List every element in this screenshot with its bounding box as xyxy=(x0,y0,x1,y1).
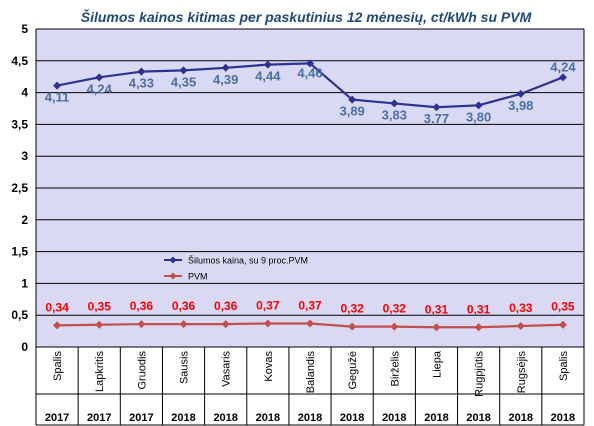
data-point xyxy=(53,321,62,330)
data-label: 0,37 xyxy=(298,298,322,312)
data-point xyxy=(306,59,314,68)
x-tick-label: Spalis xyxy=(558,351,570,381)
data-point xyxy=(53,81,62,90)
data-label: 0,35 xyxy=(551,300,575,314)
y-tick-label: 3,5 xyxy=(11,117,28,131)
y-tick-label: 1 xyxy=(21,276,28,290)
data-label: 0,36 xyxy=(172,299,196,313)
data-label: 3,80 xyxy=(466,109,491,124)
year-label: 2018 xyxy=(382,412,406,424)
data-point xyxy=(263,60,272,69)
data-point xyxy=(95,320,104,329)
x-tick-label: Lapkritis xyxy=(94,351,106,392)
year-label: 2017 xyxy=(45,412,69,424)
plot-area: 0 0,5 1 1,5 2 2,5 3 3,5 4 4,5 5 Spalis 2017 Lapkritis… xyxy=(11,22,585,426)
x-tick-label: Balandis xyxy=(305,351,317,394)
year-label: 2017 xyxy=(87,412,111,424)
data-label: 3,83 xyxy=(382,107,407,122)
legend-label: Šilumos kaina, su 9 proc.PVM xyxy=(188,256,308,266)
x-tick-label: Rugsėjis xyxy=(516,351,528,394)
data-label: 4,11 xyxy=(45,90,70,105)
x-tick-label: Spalis xyxy=(52,351,64,381)
data-point xyxy=(390,322,399,331)
legend: Šilumos kaina, su 9 proc.PVM PVM xyxy=(164,256,308,282)
year-label: 2018 xyxy=(298,412,322,424)
data-label: 4,24 xyxy=(550,59,576,74)
x-tick-label: Vasaris xyxy=(221,351,233,387)
data-point xyxy=(474,101,483,110)
data-label: 0,33 xyxy=(509,301,533,315)
year-label: 2018 xyxy=(551,412,575,424)
year-label: 2018 xyxy=(509,412,533,424)
data-label: 4,46 xyxy=(297,65,322,80)
data-label: 0,32 xyxy=(383,302,407,316)
data-label: 4,24 xyxy=(87,81,113,96)
data-label: 3,77 xyxy=(424,111,449,126)
year-label: 2018 xyxy=(256,412,280,424)
data-point xyxy=(137,320,146,329)
data-point xyxy=(516,322,525,331)
data-point xyxy=(558,320,567,329)
x-tick-label: Birželis xyxy=(389,351,401,387)
data-label: 0,35 xyxy=(88,300,112,314)
data-point xyxy=(348,322,357,331)
year-label: 2018 xyxy=(213,412,237,424)
data-label: 0,34 xyxy=(45,300,69,314)
x-tick-label: Sausis xyxy=(179,351,191,385)
data-label: 0,31 xyxy=(467,302,491,316)
y-tick-label: 1,5 xyxy=(11,245,28,259)
data-label: 0,32 xyxy=(340,302,364,316)
data-point xyxy=(306,319,314,328)
y-tick-label: 2 xyxy=(21,213,28,227)
data-point xyxy=(221,320,230,329)
y-tick-label: 0 xyxy=(21,340,28,354)
year-label: 2018 xyxy=(171,412,195,424)
data-label: 0,31 xyxy=(425,302,449,316)
data-point xyxy=(474,323,483,332)
data-point xyxy=(516,89,525,98)
data-point xyxy=(179,320,188,329)
y-tick-label: 0,5 xyxy=(11,308,28,322)
data-label: 4,33 xyxy=(129,76,154,91)
year-label: 2018 xyxy=(466,412,490,424)
legend-marker xyxy=(169,272,177,280)
year-label: 2018 xyxy=(424,412,448,424)
y-tick-label: 3 xyxy=(21,149,28,163)
x-tick-label: Liepa xyxy=(431,350,443,378)
data-point xyxy=(263,319,272,328)
data-point xyxy=(390,99,399,108)
year-label: 2018 xyxy=(340,412,364,424)
legend-marker xyxy=(169,256,177,264)
data-label: 3,89 xyxy=(339,104,364,119)
chart-title: Šilumos kainos kitimas per paskutinius 1… xyxy=(81,8,532,25)
data-label: 0,37 xyxy=(256,298,280,312)
data-label: 3,98 xyxy=(508,98,533,113)
series-1: 0,34 0,35 0,36 0,36 0,36 0,37 0,37 0,32 0,32 0,31… xyxy=(45,298,575,332)
y-tick-label: 4,5 xyxy=(11,54,28,68)
data-label: 4,44 xyxy=(255,69,281,84)
data-point xyxy=(348,95,357,104)
data-label: 0,36 xyxy=(130,299,154,313)
data-point xyxy=(221,63,230,72)
data-point xyxy=(432,323,441,332)
y-tick-label: 2,5 xyxy=(11,181,28,195)
x-tick-label: Gegužė xyxy=(347,351,359,390)
y-tick-label: 4 xyxy=(21,86,28,100)
data-point xyxy=(558,73,567,82)
series-0: 4,11 4,24 4,33 4,35 4,39 4,44 4,46 3,89 3,83 3,77… xyxy=(45,59,577,126)
data-label: 4,39 xyxy=(213,72,238,87)
data-point xyxy=(95,73,104,82)
data-point xyxy=(137,67,146,76)
data-point xyxy=(179,66,188,75)
year-label: 2017 xyxy=(129,412,153,424)
x-tick-label: Gruodis xyxy=(136,351,148,390)
x-tick-label: Rugpjūtis xyxy=(474,351,486,397)
legend-label: PVM xyxy=(188,272,208,282)
data-point xyxy=(432,103,441,112)
x-tick-label: Kovas xyxy=(263,351,275,382)
y-tick-label: 5 xyxy=(21,22,28,36)
data-label: 0,36 xyxy=(214,299,238,313)
data-label: 4,35 xyxy=(171,74,196,89)
